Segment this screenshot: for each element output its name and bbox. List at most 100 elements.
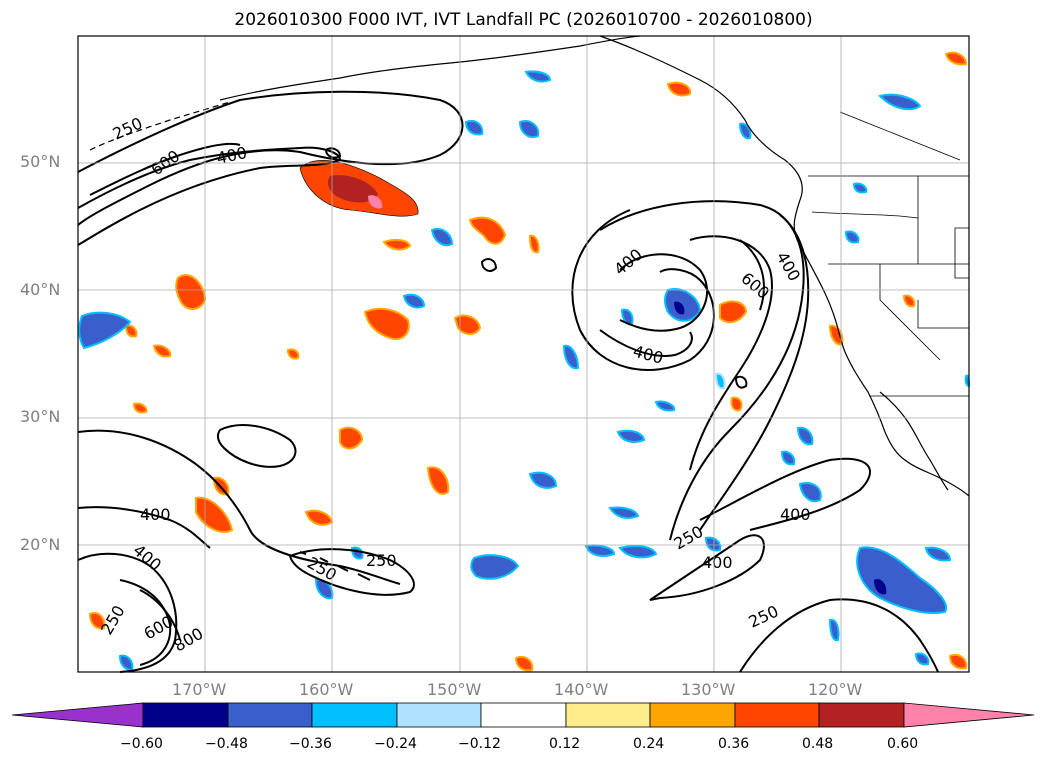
colorbar-tick-label: −0.36 — [289, 736, 332, 752]
north-america-coastline — [599, 35, 970, 497]
ivt-contour-600-north — [89, 142, 241, 196]
ivt-contour-cyclone-400 — [599, 329, 693, 357]
pc-blob-positive — [339, 426, 364, 450]
pc-blob-positive-core — [328, 174, 378, 203]
ivt-contour-west-outer — [77, 429, 401, 585]
ivt-contour-hawaii — [288, 548, 415, 596]
pc-blob-positive — [719, 300, 748, 324]
ivt-contour-small-2 — [734, 375, 748, 389]
pc-blob-positive-peak — [368, 195, 383, 209]
ivt-contour-small-1 — [480, 258, 498, 272]
colorbar-tick-label: 0.24 — [633, 736, 665, 752]
ivt-contour-west-loop — [77, 552, 178, 673]
ivt-contour-250-north — [77, 90, 464, 226]
pc-blob-positive — [286, 348, 300, 360]
lon-label-120w: 120°W — [808, 680, 863, 699]
ivt-contour-band-east — [699, 214, 810, 531]
pc-blob-negative — [924, 546, 952, 562]
pc-blob-negative — [470, 554, 520, 580]
pc-blob-positive — [175, 274, 207, 310]
map-title: 2026010300 F000 IVT, IVT Landfall PC (20… — [234, 10, 813, 30]
pc-blob-positive — [124, 324, 138, 338]
pc-blob-negative — [856, 546, 948, 614]
ivt-contour-band-outer — [599, 200, 805, 541]
pc-blob-negative — [562, 344, 580, 370]
pc-blob-negative — [714, 372, 726, 390]
pc-blob-negative — [796, 426, 814, 446]
map-frame — [77, 35, 970, 673]
pc-blob-positive — [948, 654, 968, 670]
wa-or-border — [811, 211, 919, 219]
colorbar-extend-high — [903, 702, 1035, 728]
pc-blob-positive — [528, 234, 540, 254]
canada-interior — [839, 111, 961, 161]
colorbar-extend-low — [11, 702, 144, 728]
pc-blob-negative — [828, 618, 840, 642]
colorbar-segment — [649, 702, 736, 728]
colorbar-tick-label: 0.36 — [718, 736, 750, 752]
pc-blob-positive — [730, 396, 743, 412]
pc-blob-negative — [518, 120, 540, 138]
colorbar-tick-label: 0.48 — [802, 736, 834, 752]
ivt-contour-southeast — [699, 457, 871, 531]
pc-blob-negative — [780, 450, 796, 466]
ivt-contour-west-600 — [119, 579, 172, 666]
ivt-contour-band-600 — [739, 239, 765, 311]
map-background — [78, 36, 969, 672]
contour-label: 400 — [702, 553, 733, 572]
pc-blob-negative — [464, 120, 484, 136]
contour-label: 400 — [140, 505, 171, 524]
ivt-contour-400-north — [77, 146, 342, 246]
alaska-coastline — [219, 35, 641, 101]
pc-blob-positive — [944, 51, 968, 66]
lon-label-130w: 130°W — [681, 680, 736, 699]
pc-blob-negative — [738, 122, 752, 140]
contour-label: 250 — [366, 551, 397, 570]
lat-label-40n: 40°N — [20, 280, 61, 299]
lat-label-50n: 50°N — [20, 152, 61, 171]
pc-blob-positive — [132, 402, 148, 414]
ivt-contour-south-250 — [649, 534, 765, 601]
colorbar — [11, 702, 1035, 728]
ivt-contour-band-inner — [689, 235, 773, 471]
baja-coastline — [879, 391, 949, 491]
ivt-contour-se-250 — [739, 598, 939, 673]
pc-blob-positive — [88, 612, 106, 630]
pc-blob-negative — [584, 544, 616, 557]
pc-blob-negative — [350, 546, 364, 560]
colorbar-segment — [565, 702, 651, 728]
pc-blob-negative — [852, 182, 868, 194]
colorbar-tick-label: 0.12 — [549, 736, 581, 752]
pc-blob-negative-core — [874, 578, 887, 595]
pc-blob-positive — [902, 294, 916, 308]
ivt-contours — [77, 90, 939, 673]
colorbar-tick-label: 0.60 — [887, 736, 919, 752]
lon-label-170w: 170°W — [172, 680, 227, 699]
pc-blob-positive — [152, 344, 172, 358]
colorbar-segment — [734, 702, 820, 728]
colorbar-segment — [480, 702, 567, 728]
pc-blob-negative — [618, 545, 658, 559]
colorbar-tick-label: −0.60 — [120, 736, 163, 752]
ivt-contour-cyclone-outer — [571, 209, 715, 371]
pc-blob-negative — [844, 230, 860, 244]
ivt-contour-cyclone-inner — [619, 253, 709, 332]
pc-blob-negative — [798, 482, 822, 503]
pc-blob-negative — [914, 652, 930, 666]
pc-blob-positive — [363, 307, 410, 340]
pc-blob-negative — [616, 429, 646, 443]
gridlines — [78, 36, 969, 672]
contour-label: 400 — [780, 505, 811, 524]
ivt-contour-small-3 — [324, 147, 342, 159]
colorbar-segment — [142, 702, 229, 728]
pc-blob-negative — [402, 293, 426, 309]
pc-blob-negative — [524, 70, 552, 83]
pc-blob-positive — [468, 216, 507, 245]
pc-blob-negative — [620, 308, 634, 326]
political-borders — [808, 111, 970, 397]
pc-blob-positive — [453, 314, 482, 335]
colorbar-tick-label: −0.12 — [458, 736, 501, 752]
pc-filled-contours — [78, 51, 971, 672]
colorbar-tick-label: −0.48 — [205, 736, 248, 752]
